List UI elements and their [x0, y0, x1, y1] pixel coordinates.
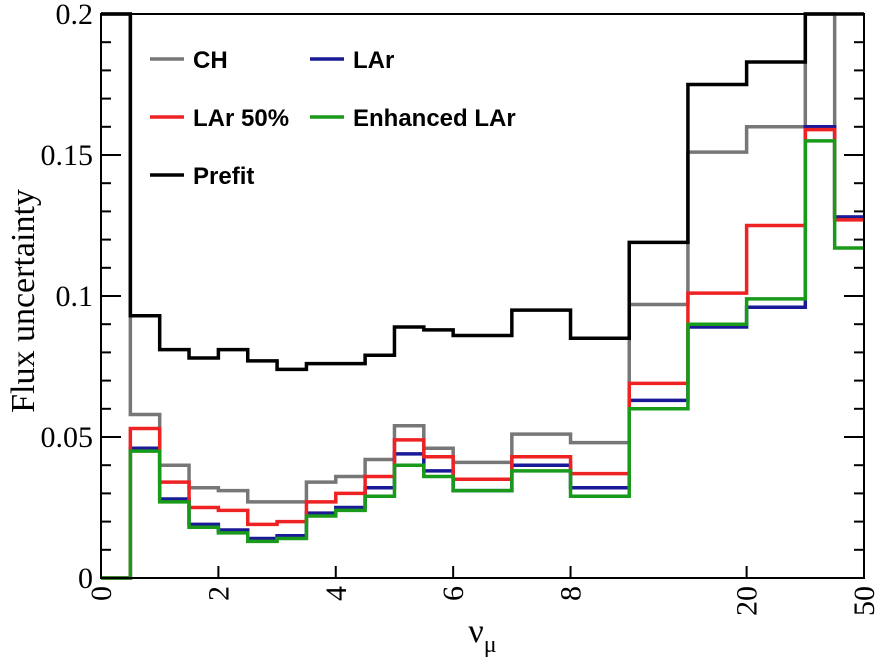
legend-label: LAr 50% — [193, 105, 289, 132]
y-tick-label: 0.05 — [41, 421, 94, 454]
x-tick-label: 2 — [202, 586, 235, 601]
series-line-lar-50- — [101, 127, 864, 580]
y-tick-label: 0.1 — [56, 280, 94, 313]
legend-label: CH — [193, 47, 228, 74]
x-tick-label: 6 — [437, 586, 470, 601]
x-tick-label: 20 — [731, 586, 764, 616]
y-tick-label: 0 — [78, 562, 93, 595]
x-tick-label: 8 — [555, 586, 588, 601]
x-tick-label: 4 — [320, 586, 353, 601]
series-line-prefit — [101, 12, 864, 372]
series-layer — [101, 12, 864, 580]
y-axis-title: Flux uncertainty — [5, 189, 42, 413]
legend: CH LAr LAr 50% Enhanced LAr Prefit — [150, 47, 516, 190]
series-line-enhanced-lar — [101, 139, 864, 580]
x-tick-label: 0 — [85, 586, 118, 601]
label-layer: 0 0.05 0.1 0.15 0.2 0 2 4 6 8 20 50 — [41, 0, 882, 616]
x-axis-title: νμ — [468, 613, 496, 658]
legend-label: Enhanced LAr — [353, 105, 516, 132]
y-tick-label: 0.15 — [41, 139, 94, 172]
x-tick-label: 50 — [848, 586, 881, 616]
y-tick-label: 0.2 — [56, 0, 94, 31]
plot-frame — [100, 13, 865, 579]
series-line-ch — [101, 12, 864, 504]
legend-label: Prefit — [193, 163, 254, 190]
x-axis-title-subscript: μ — [484, 632, 497, 658]
legend-label: LAr — [353, 47, 394, 74]
x-axis-title-main: ν — [468, 613, 483, 650]
